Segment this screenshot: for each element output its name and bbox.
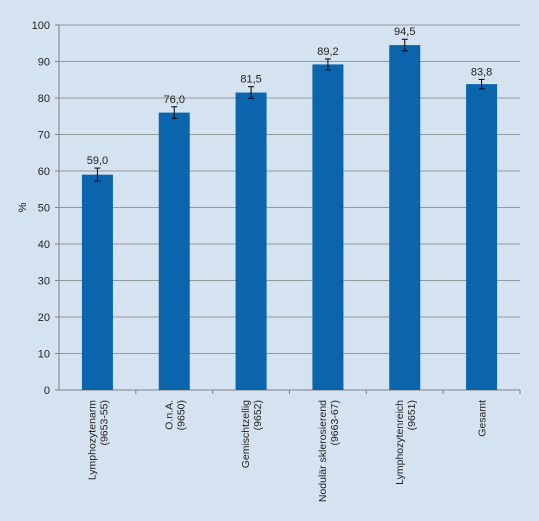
- category-label: Lymphozytenarm (9653-55): [86, 400, 110, 480]
- category-label-line: Nodulär sklerosierend: [317, 400, 329, 502]
- error-bar: [478, 78, 485, 90]
- category-label: Gesamt: [477, 400, 489, 437]
- data-label: 94,5: [394, 26, 415, 38]
- category-labels: Lymphozytenarm (9653-55) O.n.A. (9650) Gemis…: [86, 400, 488, 502]
- y-tick-label: 100: [32, 20, 50, 32]
- category-label-line: (9651): [406, 400, 418, 430]
- y-tick-label: 10: [38, 349, 50, 361]
- data-labels: 59,0 76,0 81,5 89,2 94,5 83,8: [87, 26, 493, 167]
- category-label: O.n.A. (9650): [163, 400, 187, 430]
- bar: [235, 92, 267, 391]
- gridlines: [55, 24, 520, 391]
- category-label: Gemischtzellig (9652): [240, 400, 264, 468]
- y-tick-label: 30: [38, 276, 50, 288]
- category-label-line: (9650): [175, 400, 187, 430]
- category-label-line: Lymphozytenreich: [394, 400, 406, 485]
- y-tick-label: 70: [38, 130, 50, 142]
- category-label-line: O.n.A.: [163, 400, 175, 430]
- y-tick-label: 20: [38, 312, 50, 324]
- bar: [312, 64, 344, 391]
- error-bar: [171, 106, 178, 119]
- data-label: 81,5: [240, 74, 261, 86]
- data-label: 89,2: [317, 46, 338, 58]
- y-tick-label: 0: [44, 385, 50, 397]
- category-label-line: Lymphozytenarm: [86, 400, 98, 480]
- y-tick-label: 50: [38, 203, 50, 215]
- error-bar: [401, 38, 408, 52]
- category-label-line: (9663-67): [329, 400, 341, 446]
- category-label: Lymphozytenreich (9651): [394, 400, 418, 485]
- error-bars: [94, 38, 485, 182]
- bars: [81, 45, 521, 394]
- y-tick-label: 80: [38, 93, 50, 105]
- bar: [158, 112, 190, 390]
- y-axis-label: %: [17, 202, 29, 212]
- y-tick-label: 40: [38, 239, 50, 251]
- data-label: 76,0: [164, 94, 185, 106]
- error-bar: [248, 86, 255, 99]
- category-label: Nodulär sklerosierend (9663-67): [317, 400, 341, 502]
- error-bar: [324, 58, 331, 71]
- data-label: 83,8: [471, 66, 492, 78]
- y-tick-labels: 0 10 20 30 40 50 60 70 80 90 100: [32, 20, 50, 397]
- category-label-line: Gesamt: [477, 400, 489, 437]
- category-label-line: (9653-55): [98, 400, 110, 446]
- bar: [389, 45, 421, 390]
- y-tick-label: 60: [38, 166, 50, 178]
- bar: [81, 174, 113, 390]
- category-label-line: Gemischtzellig: [240, 400, 252, 468]
- y-tick-label: 90: [38, 57, 50, 69]
- error-bar: [94, 167, 101, 182]
- bar: [466, 84, 498, 390]
- data-label: 59,0: [87, 155, 108, 167]
- category-label-line: (9652): [252, 400, 264, 430]
